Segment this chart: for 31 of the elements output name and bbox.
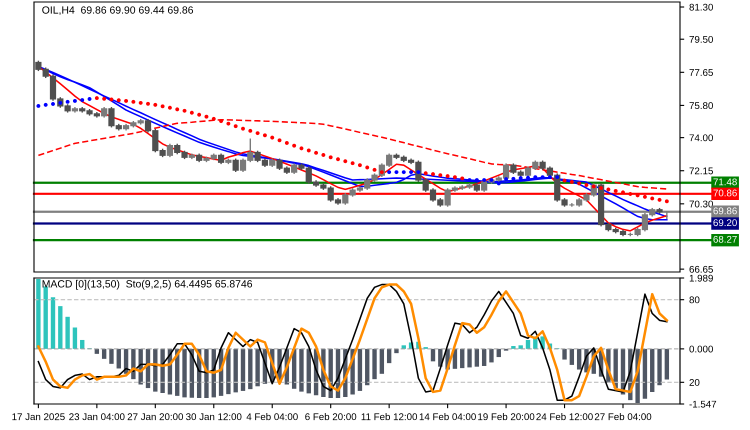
x-tick-label: 23 Jan 04:00 [69, 413, 125, 420]
x-tick-label: 11 Feb 12:00 [362, 413, 418, 420]
chart-title: OIL,H4 69.86 69.90 69.44 69.86 [42, 6, 194, 15]
y-tick-label: 70.30 [690, 200, 713, 208]
ref-line-label: 68.27 [713, 236, 737, 243]
y-tick-label: 66.65 [690, 266, 713, 273]
y-tick-label: 0.000 [689, 346, 713, 352]
y2-tick-label: 20 [690, 379, 700, 386]
y-tick-label: 74.00 [690, 134, 713, 142]
ref-line-label: 70.86 [713, 190, 737, 196]
x-tick-label: 14 Feb 04:00 [420, 413, 476, 420]
x-tick-label: 27 Jan 20:00 [128, 413, 184, 420]
x-tick-label: 6 Feb 20:00 [305, 413, 356, 420]
y2-tick-label: 80 [689, 296, 700, 304]
x-tick-label: 19 Feb 20:00 [478, 413, 534, 420]
y-tick-label: 75.80 [690, 102, 713, 110]
y-tick-label: 79.50 [690, 36, 713, 43]
x-tick-label: 27 Feb 04:00 [594, 413, 652, 420]
x-tick-label: 30 Jan 12:00 [186, 413, 242, 420]
y-tick-label: 72.15 [690, 167, 713, 174]
chart-title: MACD [0](13,50) Sto(9,2,5) 64.4495 65.8746 [42, 280, 252, 290]
ref-line-label: 69.86 [713, 207, 737, 214]
y-tick-label: 81.30 [689, 4, 713, 11]
ref-line-label: 69.20 [713, 219, 737, 226]
x-tick-label: 4 Feb 04:00 [246, 413, 298, 420]
x-tick-label: 17 Jan 2025 [12, 413, 65, 420]
y-tick-label: 1.989 [690, 274, 713, 282]
ref-line-label: 71.48 [713, 178, 737, 186]
y-tick-label: 77.65 [690, 69, 713, 76]
y-tick-label: -1.547 [689, 400, 716, 408]
x-tick-label: 24 Feb 12:00 [536, 413, 593, 420]
